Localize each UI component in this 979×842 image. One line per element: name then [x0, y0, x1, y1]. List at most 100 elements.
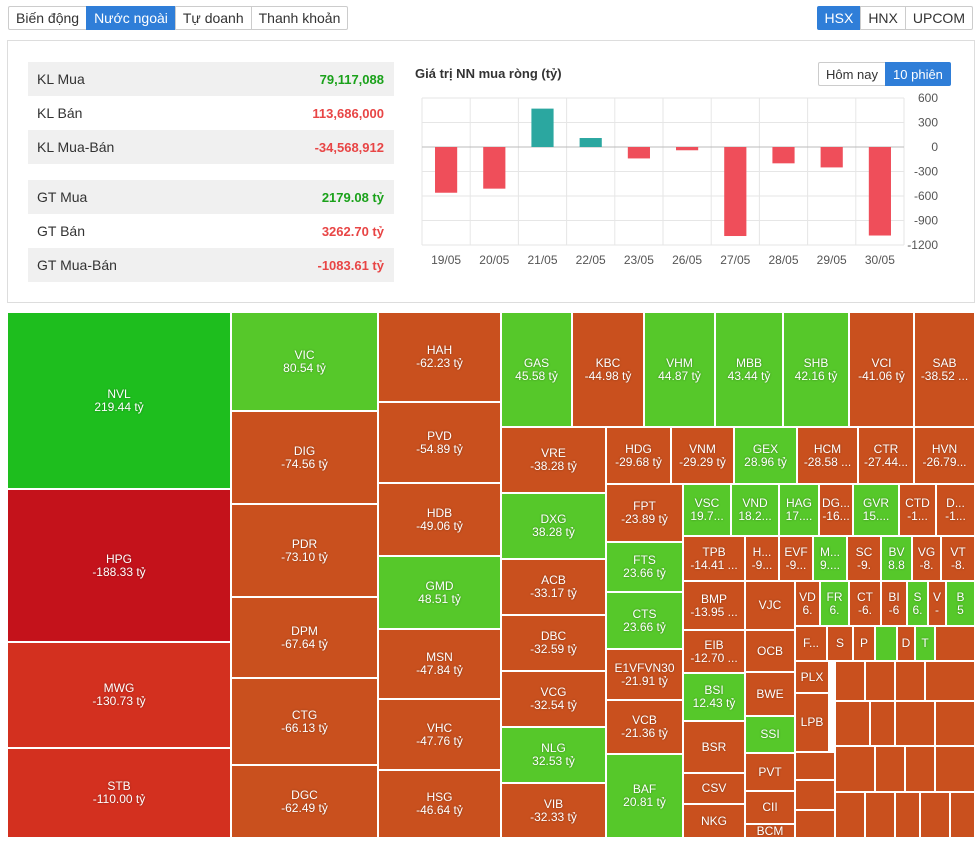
exchange-hnx[interactable]: HNX [860, 6, 906, 30]
treemap-cell[interactable]: FTS 23.66 tỷ [606, 542, 683, 592]
treemap-cell[interactable]: MBB 43.44 tỷ [715, 312, 783, 427]
treemap-cell[interactable]: BWE [745, 672, 795, 716]
treemap-cell[interactable]: FPT -23.89 tỷ [606, 484, 683, 542]
treemap-cell[interactable]: EVF -9... [779, 536, 813, 581]
treemap-cell[interactable]: VCG -32.54 tỷ [501, 671, 606, 727]
treemap-cell[interactable]: GAS 45.58 tỷ [501, 312, 572, 427]
treemap-cell[interactable]: FR 6. [820, 581, 849, 626]
treemap-cell[interactable]: GVR 15.... [853, 484, 899, 536]
treemap-cell[interactable]: DG... -16... [819, 484, 853, 536]
treemap-cell[interactable]: SSI [745, 716, 795, 753]
treemap-cell-small[interactable] [870, 701, 895, 746]
treemap-cell[interactable]: BSR [683, 721, 745, 773]
treemap-cell[interactable]: VRE -38.28 tỷ [501, 427, 606, 493]
treemap-cell[interactable]: HSG -46.64 tỷ [378, 770, 501, 838]
treemap-cell[interactable]: VG -8. [912, 536, 941, 581]
treemap-cell-small[interactable] [835, 701, 870, 746]
treemap-cell[interactable]: PVD -54.89 tỷ [378, 402, 501, 483]
treemap-cell-small[interactable] [895, 661, 925, 701]
treemap-cell[interactable]: HDG -29.68 tỷ [606, 427, 671, 484]
tab-nuoc-ngoai[interactable]: Nước ngoài [86, 6, 176, 30]
tab-thanh-khoan[interactable]: Thanh khoản [250, 6, 349, 30]
treemap-cell[interactable]: BCM [745, 824, 795, 838]
treemap-cell[interactable]: HAG 17.... [779, 484, 819, 536]
treemap-cell[interactable]: MSN -47.84 tỷ [378, 629, 501, 699]
treemap-cell[interactable]: VT -8. [941, 536, 975, 581]
treemap-cell-small[interactable] [920, 792, 950, 838]
treemap-cell[interactable]: F... [795, 626, 827, 661]
treemap-cell-small[interactable] [835, 661, 865, 701]
tab-bien-dong[interactable]: Biến động [8, 6, 88, 30]
treemap-cell[interactable]: HPG -188.33 tỷ [7, 489, 231, 642]
treemap-cell[interactable] [935, 626, 975, 661]
treemap-cell-small[interactable] [895, 701, 935, 746]
treemap-cell-small[interactable] [925, 661, 975, 701]
treemap-cell[interactable]: VIC 80.54 tỷ [231, 312, 378, 411]
treemap-cell[interactable]: VD 6. [795, 581, 820, 626]
treemap-cell-small[interactable] [875, 746, 905, 792]
treemap-cell[interactable]: VNM -29.29 tỷ [671, 427, 734, 484]
treemap-cell[interactable]: CSV [683, 773, 745, 804]
treemap-cell[interactable]: SC -9. [847, 536, 881, 581]
treemap-cell[interactable]: DXG 38.28 tỷ [501, 493, 606, 559]
treemap-cell[interactable] [875, 626, 897, 661]
treemap-cell[interactable]: STB -110.00 tỷ [7, 748, 231, 838]
treemap-cell[interactable]: M... 9.... [813, 536, 847, 581]
treemap-cell[interactable]: V- [928, 581, 946, 626]
treemap-cell[interactable]: OCB [745, 630, 795, 672]
treemap-cell[interactable]: DPM -67.64 tỷ [231, 597, 378, 678]
treemap-cell-small[interactable] [865, 661, 895, 701]
treemap-cell[interactable]: DBC -32.59 tỷ [501, 615, 606, 671]
treemap-cell[interactable]: BAF 20.81 tỷ [606, 754, 683, 838]
treemap-cell[interactable]: HDB -49.06 tỷ [378, 483, 501, 556]
treemap-cell[interactable]: CTR -27.44... [858, 427, 914, 484]
period-today-button[interactable]: Hôm nay [818, 62, 887, 86]
treemap-cell[interactable]: H... -9... [745, 536, 779, 581]
treemap-cell-small[interactable] [835, 792, 865, 838]
treemap-cell[interactable]: S 6. [907, 581, 928, 626]
treemap-cell[interactable]: CTS 23.66 tỷ [606, 592, 683, 649]
treemap-cell[interactable]: NKG [683, 804, 745, 838]
treemap-cell[interactable]: DGC -62.49 tỷ [231, 765, 378, 838]
treemap-cell[interactable]: D [897, 626, 915, 661]
treemap-cell[interactable]: S [827, 626, 853, 661]
exchange-hsx[interactable]: HSX [816, 6, 862, 30]
treemap-cell[interactable]: VJC [745, 581, 795, 630]
exchange-upcom[interactable]: UPCOM [904, 6, 973, 30]
treemap-cell[interactable]: NVL 219.44 tỷ [7, 312, 231, 489]
treemap-cell[interactable]: GMD 48.51 tỷ [378, 556, 501, 629]
treemap-cell[interactable]: ACB -33.17 tỷ [501, 559, 606, 615]
treemap-cell[interactable]: BSI 12.43 tỷ [683, 673, 745, 721]
treemap-cell[interactable]: PLX [795, 661, 829, 693]
treemap-cell[interactable]: VSC 19.7... [683, 484, 731, 536]
treemap-cell-small[interactable] [895, 792, 920, 838]
treemap-cell-small[interactable] [935, 701, 975, 746]
treemap-cell[interactable]: DIG -74.56 tỷ [231, 411, 378, 504]
treemap-cell[interactable]: PDR -73.10 tỷ [231, 504, 378, 597]
period-10-sessions-button[interactable]: 10 phiên [885, 62, 951, 86]
treemap-cell[interactable]: VND 18.2... [731, 484, 779, 536]
treemap-cell[interactable]: P [853, 626, 875, 661]
treemap-cell-small[interactable] [795, 752, 835, 780]
treemap-cell[interactable]: E1VFVN30 -21.91 tỷ [606, 649, 683, 700]
treemap-cell[interactable]: TPB -14.41 ... [683, 536, 745, 581]
treemap-cell[interactable]: D... -1... [936, 484, 975, 536]
treemap-cell[interactable]: T [915, 626, 935, 661]
treemap-cell-small[interactable] [835, 746, 875, 792]
treemap-cell-small[interactable] [795, 780, 835, 810]
treemap-cell[interactable]: VCB -21.36 tỷ [606, 700, 683, 754]
treemap-cell[interactable]: GEX 28.96 tỷ [734, 427, 797, 484]
treemap-cell-small[interactable] [795, 810, 835, 838]
tab-tu-doanh[interactable]: Tự doanh [174, 6, 252, 30]
treemap-cell[interactable]: BI -6 [881, 581, 907, 626]
treemap-cell-small[interactable] [905, 746, 935, 792]
treemap-cell[interactable]: KBC -44.98 tỷ [572, 312, 644, 427]
treemap-cell[interactable]: CII [745, 791, 795, 824]
treemap-cell[interactable]: PVT [745, 753, 795, 791]
treemap-cell[interactable]: LPB [795, 693, 829, 752]
treemap-cell-small[interactable] [865, 792, 895, 838]
treemap-cell[interactable]: NLG 32.53 tỷ [501, 727, 606, 783]
treemap-cell[interactable]: MWG -130.73 tỷ [7, 642, 231, 748]
treemap-cell[interactable]: HVN -26.79... [914, 427, 975, 484]
